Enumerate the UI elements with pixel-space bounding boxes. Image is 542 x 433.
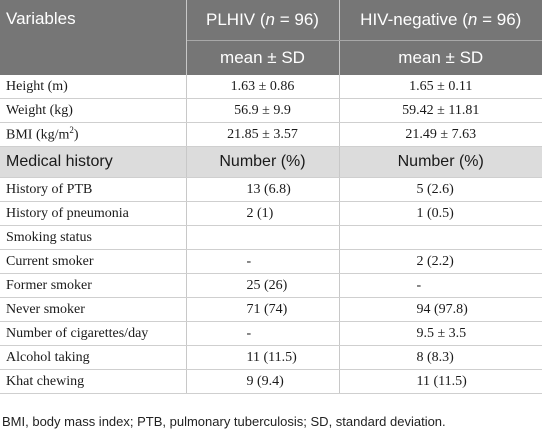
plhiv-value: 9 (9.4) — [186, 369, 340, 394]
table-row: Current smoker - 2 (2.2) — [0, 249, 542, 274]
table-row: Never smoker 71 (74) 94 (97.8) — [0, 297, 542, 322]
table-row: Smoking status — [0, 225, 542, 250]
header-row-stats: mean ± SD mean ± SD — [0, 40, 542, 75]
plhiv-value: 2 (1) — [186, 201, 340, 226]
hiv-negative-value: 21.49 ± 7.63 — [339, 122, 542, 147]
header-hiv-negative-label: HIV-negative — [360, 10, 458, 29]
table-row: Alcohol taking 11 (11.5) 8 (8.3) — [0, 345, 542, 370]
table-row: Khat chewing 9 (9.4) 11 (11.5) — [0, 369, 542, 394]
row-label: Alcohol taking — [0, 345, 187, 370]
section-col-hiv-negative: Number (%) — [339, 146, 542, 178]
header-row-groups: Variables PLHIV (n = 96) HIV-negative (n… — [0, 0, 542, 75]
table-row: Former smoker 25 (26) - — [0, 273, 542, 298]
section-label: Medical history — [0, 146, 187, 178]
header-stat-hiv-negative: mean ± SD — [339, 40, 542, 75]
header-hiv-negative: HIV-negative (n = 96) — [339, 0, 542, 41]
row-label: Khat chewing — [0, 369, 187, 394]
plhiv-value: - — [186, 321, 340, 346]
plhiv-value: 21.85 ± 3.57 — [186, 122, 340, 147]
table-footnote: BMI, body mass index; PTB, pulmonary tub… — [2, 414, 446, 429]
n-symbol: n — [265, 10, 276, 29]
characteristics-table: Variables PLHIV (n = 96) HIV-negative (n… — [0, 0, 542, 394]
row-label: History of PTB — [0, 177, 187, 202]
row-label: BMI (kg/m2) — [0, 122, 187, 147]
hiv-negative-value: 59.42 ± 11.81 — [339, 98, 542, 123]
hiv-negative-value: 5 (2.6) — [339, 177, 542, 202]
hiv-negative-value: 11 (11.5) — [339, 369, 542, 394]
row-label: Current smoker — [0, 249, 187, 274]
header-variables: Variables — [0, 0, 187, 75]
header-plhiv: PLHIV (n = 96) — [186, 0, 340, 41]
table-row: Weight (kg) 56.9 ± 9.9 59.42 ± 11.81 — [0, 98, 542, 123]
n-symbol: n — [467, 10, 478, 29]
table-row: History of pneumonia 2 (1) 1 (0.5) — [0, 201, 542, 226]
row-label: Never smoker — [0, 297, 187, 322]
plhiv-value: 71 (74) — [186, 297, 340, 322]
table-row: BMI (kg/m2) 21.85 ± 3.57 21.49 ± 7.63 — [0, 122, 542, 147]
table-row: Height (m) 1.63 ± 0.86 1.65 ± 0.11 — [0, 75, 542, 99]
plhiv-value: 25 (26) — [186, 273, 340, 298]
hiv-negative-value — [339, 225, 542, 250]
plhiv-value — [186, 225, 340, 250]
row-label: Height (m) — [0, 75, 187, 99]
header-stat-plhiv: mean ± SD — [186, 40, 340, 75]
hiv-negative-value: 2 (2.2) — [339, 249, 542, 274]
plhiv-value: 13 (6.8) — [186, 177, 340, 202]
hiv-negative-value: 1 (0.5) — [339, 201, 542, 226]
plhiv-value: - — [186, 249, 340, 274]
hiv-negative-value: 8 (8.3) — [339, 345, 542, 370]
hiv-negative-value: - — [339, 273, 542, 298]
row-label: Smoking status — [0, 225, 187, 250]
hiv-negative-value: 9.5 ± 3.5 — [339, 321, 542, 346]
row-label: Former smoker — [0, 273, 187, 298]
section-row-medical-history: Medical history Number (%) Number (%) — [0, 146, 542, 178]
hiv-negative-value: 94 (97.8) — [339, 297, 542, 322]
header-plhiv-label: PLHIV — [206, 10, 256, 29]
plhiv-value: 1.63 ± 0.86 — [186, 75, 340, 99]
section-col-plhiv: Number (%) — [186, 146, 340, 178]
plhiv-value: 11 (11.5) — [186, 345, 340, 370]
hiv-negative-value: 1.65 ± 0.11 — [339, 75, 542, 99]
plhiv-value: 56.9 ± 9.9 — [186, 98, 340, 123]
table-row: Number of cigarettes/day - 9.5 ± 3.5 — [0, 321, 542, 346]
table-row: History of PTB 13 (6.8) 5 (2.6) — [0, 177, 542, 202]
row-label: Weight (kg) — [0, 98, 187, 123]
row-label: History of pneumonia — [0, 201, 187, 226]
row-label: Number of cigarettes/day — [0, 321, 187, 346]
